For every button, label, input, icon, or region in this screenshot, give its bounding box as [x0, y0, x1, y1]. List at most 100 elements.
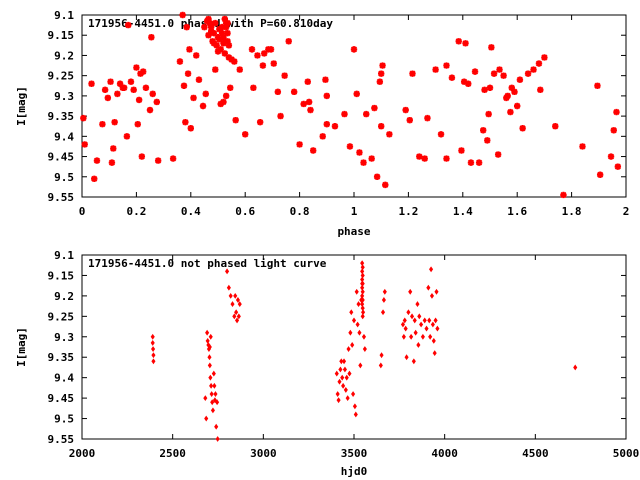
data-point	[205, 32, 212, 39]
data-point	[378, 70, 385, 77]
data-point	[234, 317, 240, 324]
data-point	[233, 292, 238, 299]
data-point	[541, 54, 548, 61]
data-point	[224, 30, 231, 37]
data-point	[373, 173, 381, 180]
data-point	[125, 21, 132, 29]
data-point	[353, 90, 360, 98]
x-tick-label: 4000	[431, 447, 458, 460]
data-point	[560, 191, 567, 199]
y-tick-label: 9.35	[48, 351, 75, 364]
data-point	[357, 329, 362, 336]
data-point	[409, 70, 416, 77]
data-point	[485, 110, 492, 118]
data-point	[371, 104, 378, 112]
x-tick-label: 2	[623, 205, 630, 218]
data-point	[530, 66, 537, 73]
data-point	[224, 38, 231, 45]
x-tick-label: 1.8	[562, 205, 582, 218]
data-point	[490, 70, 498, 77]
data-point	[130, 86, 137, 94]
data-point	[360, 280, 365, 287]
data-point	[350, 46, 358, 53]
data-point	[208, 333, 213, 340]
y-tick-label: 9.2	[54, 49, 74, 62]
data-point	[368, 155, 375, 162]
data-point	[150, 333, 155, 340]
data-point	[406, 309, 411, 316]
data-point	[378, 123, 385, 130]
data-point	[99, 121, 106, 128]
data-point	[296, 141, 303, 148]
data-point	[360, 288, 365, 295]
data-point	[202, 90, 209, 98]
data-point	[209, 38, 216, 45]
data-point	[416, 342, 421, 348]
data-point	[148, 34, 155, 41]
data-point	[305, 98, 313, 106]
data-point	[123, 133, 131, 140]
data-point	[342, 366, 347, 373]
data-point	[514, 102, 521, 110]
data-point	[127, 78, 135, 85]
data-point	[424, 325, 429, 332]
data-point	[182, 118, 189, 126]
data-point	[256, 118, 264, 126]
data-point	[380, 309, 386, 316]
data-point	[179, 11, 186, 19]
y-tick-label: 9.45	[48, 392, 75, 405]
data-point	[203, 395, 208, 402]
data-point	[443, 155, 450, 162]
data-point	[358, 362, 363, 369]
data-point	[435, 325, 440, 332]
data-point	[429, 292, 435, 299]
y-tick-label: 9.25	[48, 70, 75, 83]
data-point	[343, 387, 348, 393]
data-point	[180, 82, 188, 89]
data-point	[207, 344, 212, 350]
x-tick-label: 0.2	[126, 205, 146, 218]
data-point	[225, 42, 233, 49]
data-point	[207, 354, 212, 361]
data-point	[430, 321, 435, 328]
data-point	[225, 268, 230, 275]
data-point	[403, 325, 408, 332]
data-point	[494, 151, 502, 158]
y-tick-label: 9.5	[54, 413, 74, 426]
data-point	[217, 46, 224, 53]
data-point	[471, 68, 479, 75]
data-point	[186, 46, 193, 53]
data-point	[552, 123, 559, 130]
data-point	[193, 52, 200, 59]
data-point	[220, 98, 227, 106]
data-point	[169, 155, 177, 162]
data-point	[346, 346, 351, 352]
x-tick-label: 1.2	[398, 205, 418, 218]
data-point	[386, 131, 393, 138]
data-point	[360, 305, 365, 312]
data-point	[331, 123, 339, 130]
data-point	[475, 159, 483, 166]
y-tick-label: 9.15	[48, 29, 75, 42]
data-point	[381, 297, 386, 303]
y-tick-label: 9.1	[54, 9, 74, 22]
data-point	[81, 141, 88, 148]
x-tick-label: 5000	[613, 447, 640, 460]
data-point	[215, 399, 220, 406]
chart-title: 171956-4451.0 not phased light curve	[88, 257, 327, 270]
data-point	[354, 288, 359, 295]
plot-frame	[81, 14, 627, 198]
x-tick-label: 2500	[159, 447, 186, 460]
data-point	[340, 374, 345, 381]
data-point	[415, 301, 420, 307]
data-point	[93, 157, 101, 164]
data-point	[184, 70, 192, 77]
data-point	[596, 171, 604, 178]
data-point	[195, 76, 203, 83]
data-point	[352, 403, 357, 410]
data-point	[379, 62, 386, 69]
data-point	[402, 317, 407, 324]
data-point	[408, 288, 413, 295]
data-point	[341, 110, 348, 118]
x-tick-label: 0	[79, 205, 86, 218]
